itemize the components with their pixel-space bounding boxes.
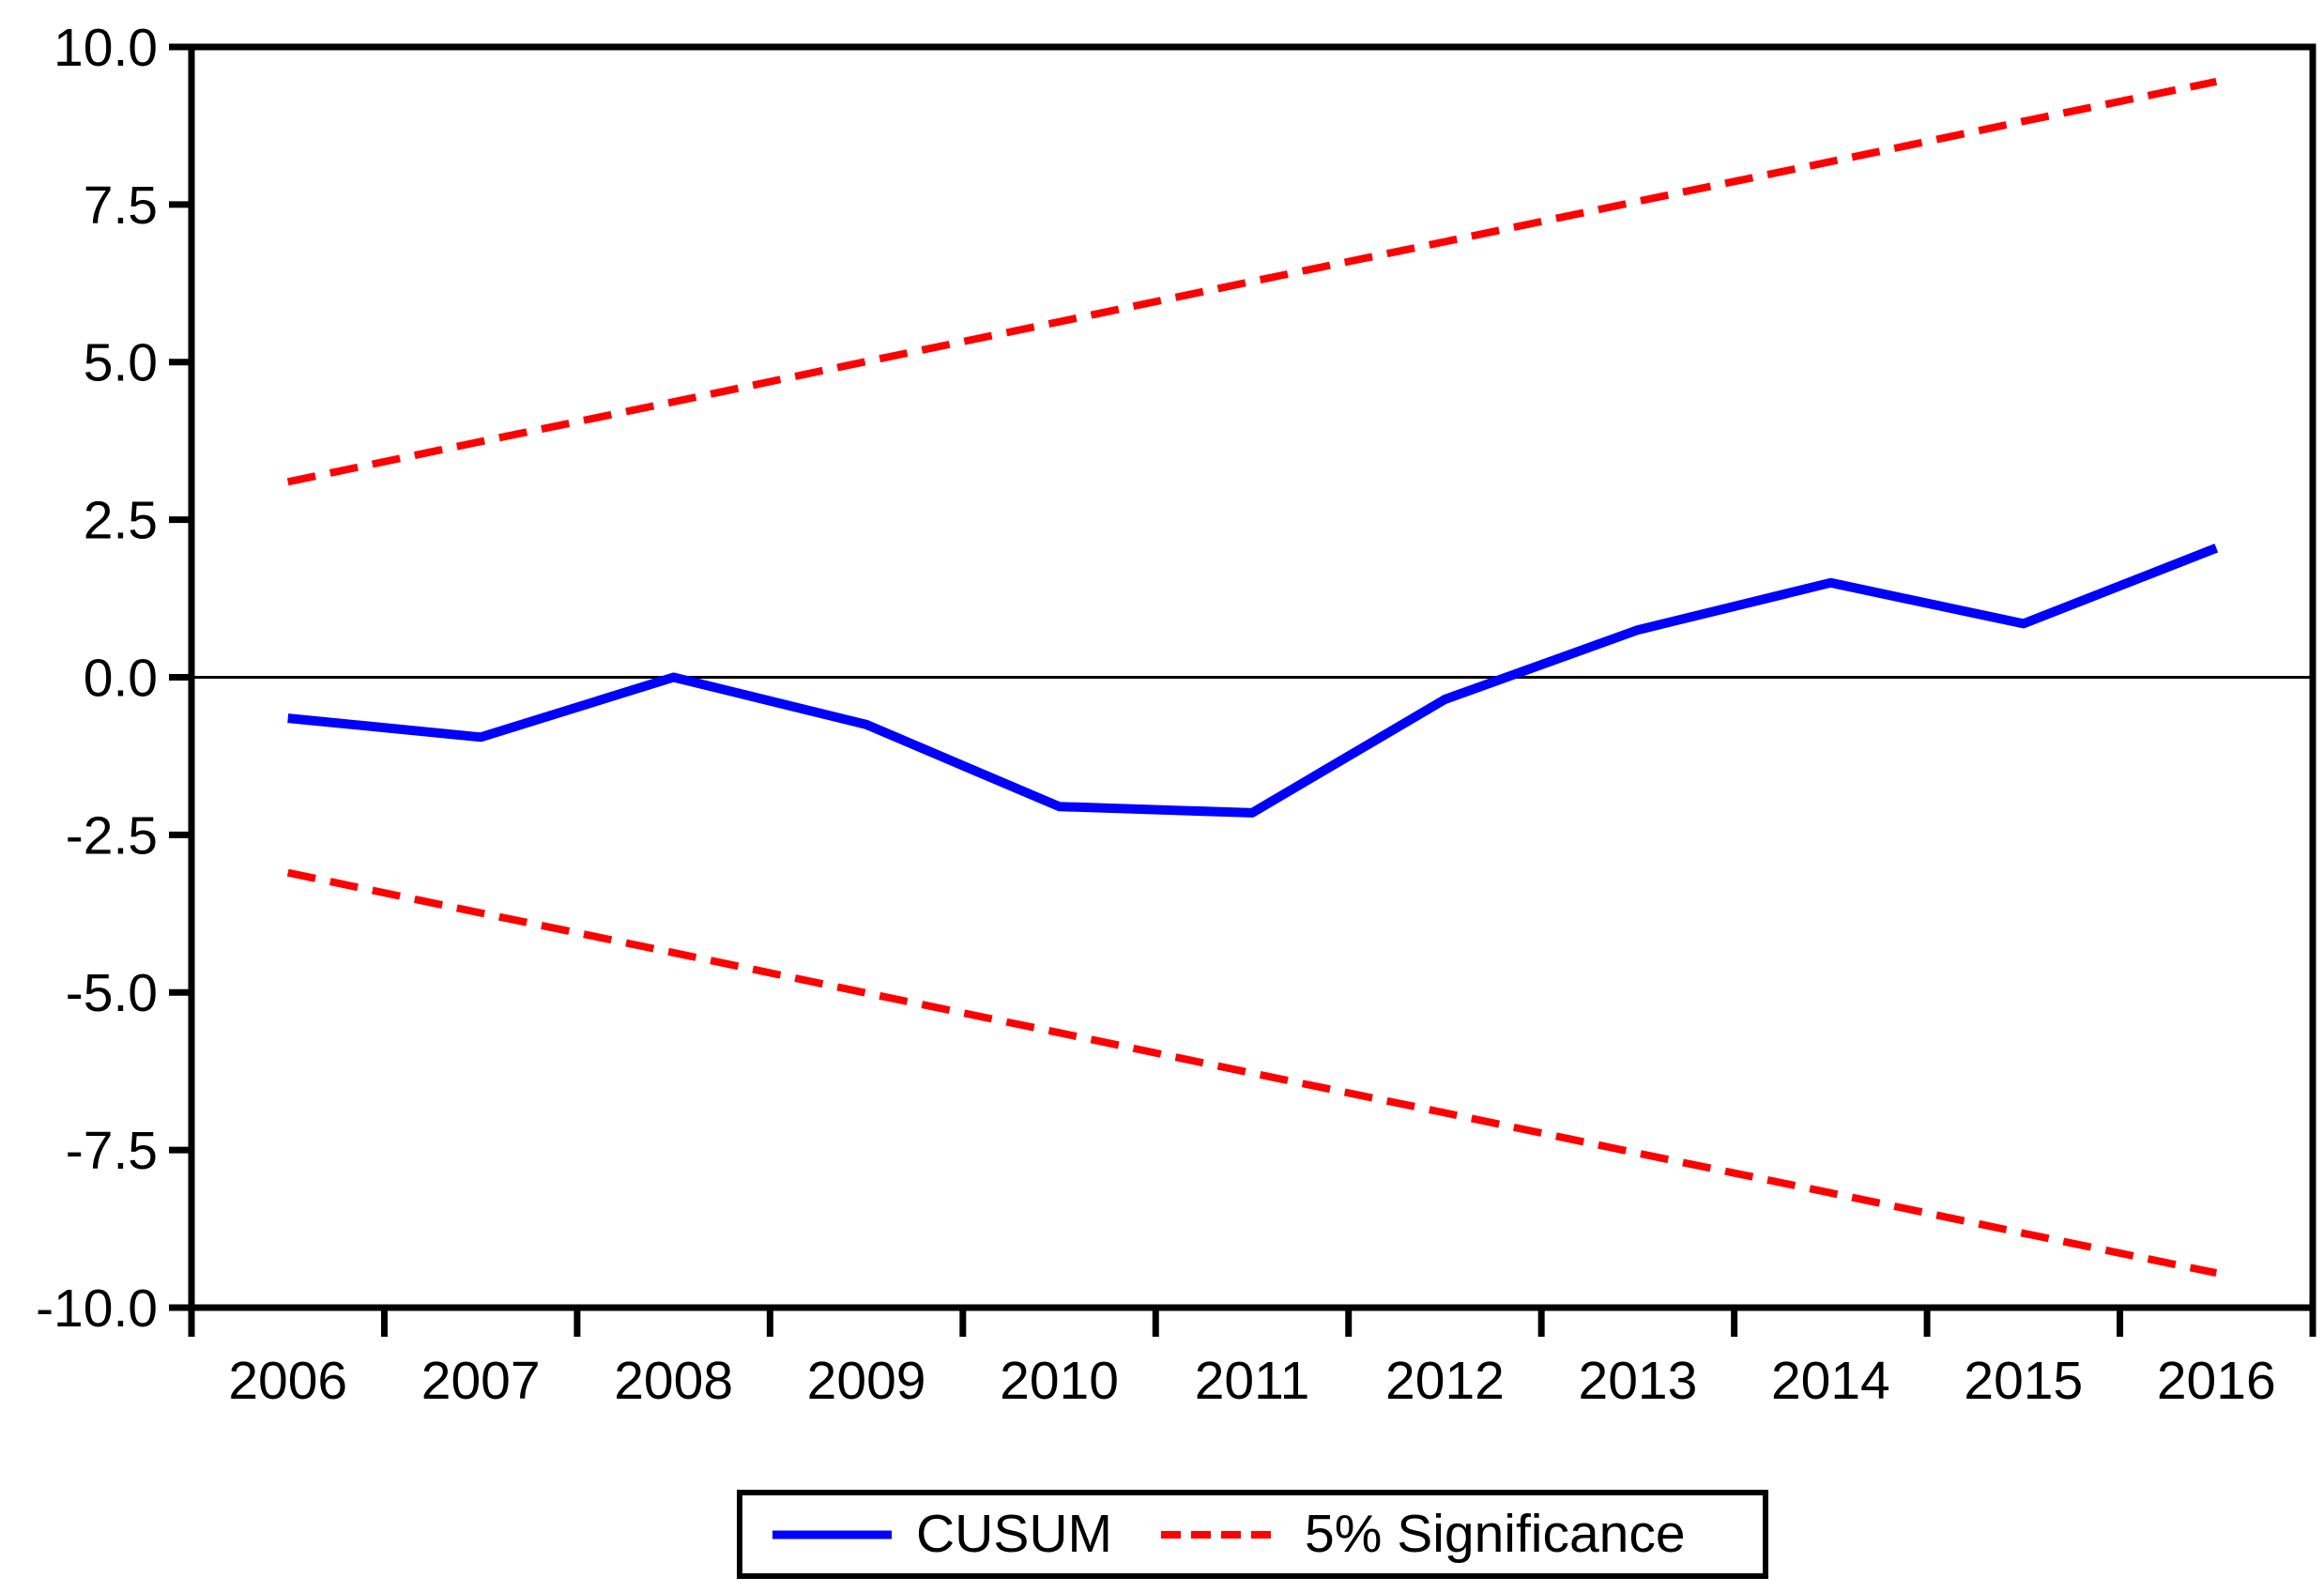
y-axis-tick-label: -5.0 bbox=[66, 963, 158, 1023]
sig-lower-line bbox=[286, 868, 2218, 1278]
y-axis-tick-label: -10.0 bbox=[36, 1279, 158, 1339]
x-axis-tick-label: 2013 bbox=[1579, 1351, 1698, 1411]
sig-upper-line bbox=[286, 77, 2218, 486]
y-axis-tick-label: 10.0 bbox=[54, 18, 158, 78]
x-axis-tick-label: 2007 bbox=[421, 1351, 541, 1411]
y-axis-tick-label: 7.5 bbox=[84, 176, 158, 236]
significance-line-sample bbox=[1161, 1530, 1280, 1539]
cusum-line-sample bbox=[772, 1530, 892, 1539]
y-axis-tick-label: 5.0 bbox=[84, 333, 158, 393]
x-axis-tick-label: 2006 bbox=[228, 1351, 347, 1411]
x-axis-tick-label: 2010 bbox=[1000, 1351, 1119, 1411]
x-axis-tick-label: 2008 bbox=[614, 1351, 733, 1411]
y-axis-tick-label: -7.5 bbox=[66, 1121, 158, 1181]
x-axis-tick-label: 2014 bbox=[1771, 1351, 1890, 1411]
x-axis-tick-label: 2012 bbox=[1385, 1351, 1505, 1411]
legend-label-cusum: CUSUM bbox=[916, 1504, 1112, 1564]
legend-label-significance: 5% Significance bbox=[1305, 1504, 1686, 1564]
y-axis-tick-label: 2.5 bbox=[84, 491, 158, 551]
y-axis-tick-label: -2.5 bbox=[66, 805, 158, 865]
x-axis-tick-label: 2011 bbox=[1195, 1351, 1310, 1411]
x-axis-tick-label: 2016 bbox=[2157, 1351, 2276, 1411]
chart-legend: CUSUM 5% Significance bbox=[737, 1490, 1768, 1579]
x-axis-tick-label: 2015 bbox=[1964, 1351, 2083, 1411]
plot-border bbox=[188, 43, 2316, 1311]
cusum-line bbox=[287, 544, 2219, 818]
y-axis-tick-label: 0.0 bbox=[84, 648, 158, 708]
x-axis-tick-label: 2009 bbox=[807, 1351, 926, 1411]
